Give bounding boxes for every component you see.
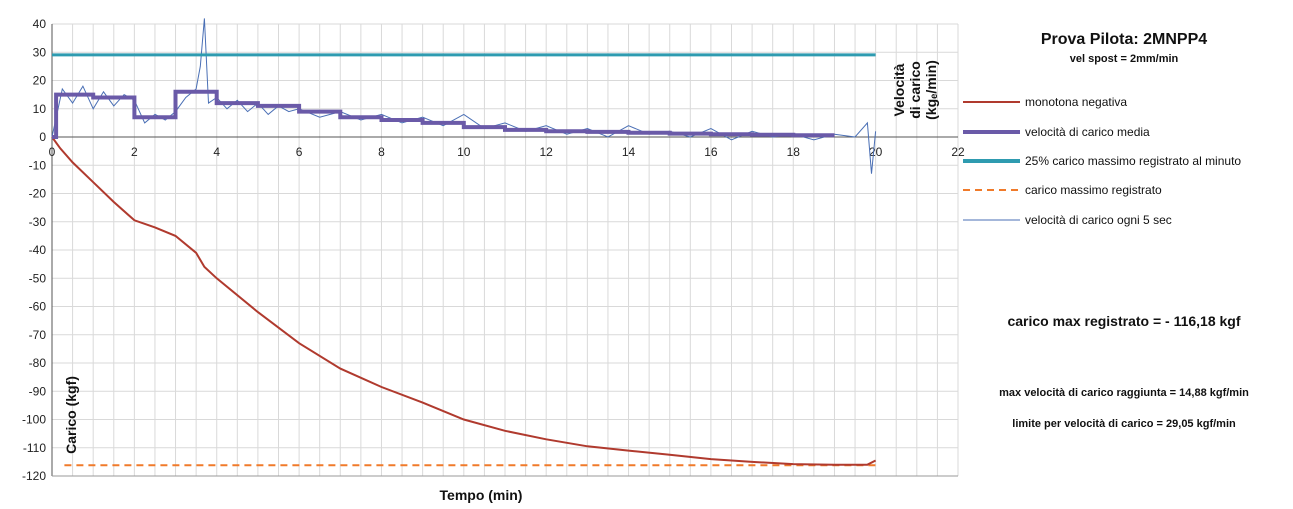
- x-axis-title: Tempo (min): [440, 487, 523, 503]
- y-tick-label: 0: [39, 130, 46, 144]
- y-tick-label: 10: [33, 102, 47, 116]
- x-tick-label: 12: [540, 145, 554, 159]
- grid: [51, 23, 959, 477]
- y2-axis-title-line: (kgₑ/min): [923, 60, 939, 120]
- x-tick-label: 10: [457, 145, 471, 159]
- y2-axis-title-line: Velocità: [891, 63, 907, 116]
- annotation-max-load: carico max registrato = - 116,18 kgf: [1007, 313, 1240, 329]
- legend-label-cinque_sec: velocità di carico ogni 5 sec: [1025, 213, 1172, 227]
- y2-axis-title: Velocità di carico (kgₑ/min): [891, 60, 939, 120]
- y-tick-label: -50: [29, 271, 47, 285]
- legend: monotona negativa velocità di carico medi…: [963, 95, 1241, 227]
- tick-labels: 403020100-10-20-30-40-50-60-70-80-90-100…: [22, 17, 965, 483]
- y-tick-label: -40: [29, 243, 47, 257]
- y-tick-label: 20: [33, 74, 47, 88]
- series-line-media: [52, 89, 835, 139]
- y-tick-label: -120: [22, 469, 46, 483]
- x-tick-label: 14: [622, 145, 636, 159]
- y-tick-label: -110: [23, 441, 46, 455]
- legend-label-monotona: monotona negativa: [1025, 95, 1127, 109]
- x-tick-label: 20: [869, 145, 883, 159]
- y-tick-label: -70: [29, 328, 47, 342]
- legend-label-massimo: carico massimo registrato: [1025, 183, 1162, 197]
- x-tick-label: 8: [378, 145, 385, 159]
- series-group: [51, 18, 877, 467]
- annotation-max-rate: max velocità di carico raggiunta = 14,88…: [999, 387, 1249, 399]
- annotation-limit-rate: limite per velocità di carico = 29,05 kg…: [1012, 418, 1236, 430]
- y2-axis-title-line: di carico: [907, 61, 923, 119]
- legend-label-limite: 25% carico massimo registrato al minuto: [1025, 154, 1241, 168]
- chart-title: Prova Pilota: 2MNPP4: [1041, 31, 1207, 48]
- x-tick-label: 0: [49, 145, 56, 159]
- legend-label-media: velocità di carico media: [1025, 125, 1150, 139]
- y-tick-label: -10: [29, 158, 47, 172]
- y-tick-label: -90: [29, 384, 47, 398]
- x-tick-label: 6: [296, 145, 303, 159]
- y-tick-label: -20: [29, 187, 47, 201]
- x-tick-label: 18: [787, 145, 801, 159]
- x-tick-label: 4: [213, 145, 220, 159]
- y-tick-label: -100: [22, 413, 46, 427]
- x-tick-label: 22: [951, 145, 965, 159]
- x-tick-label: 16: [704, 145, 718, 159]
- y-tick-label: -30: [29, 215, 47, 229]
- chart-subtitle: vel spost = 2mm/min: [1070, 53, 1179, 65]
- y-tick-label: -60: [29, 300, 47, 314]
- x-tick-label: 2: [131, 145, 138, 159]
- y-tick-label: 40: [33, 17, 47, 31]
- y-axis-title: Carico (kgf): [63, 376, 79, 454]
- y-tick-label: -80: [29, 356, 47, 370]
- y-tick-label: 30: [33, 45, 47, 59]
- series-line-monotona: [51, 136, 877, 466]
